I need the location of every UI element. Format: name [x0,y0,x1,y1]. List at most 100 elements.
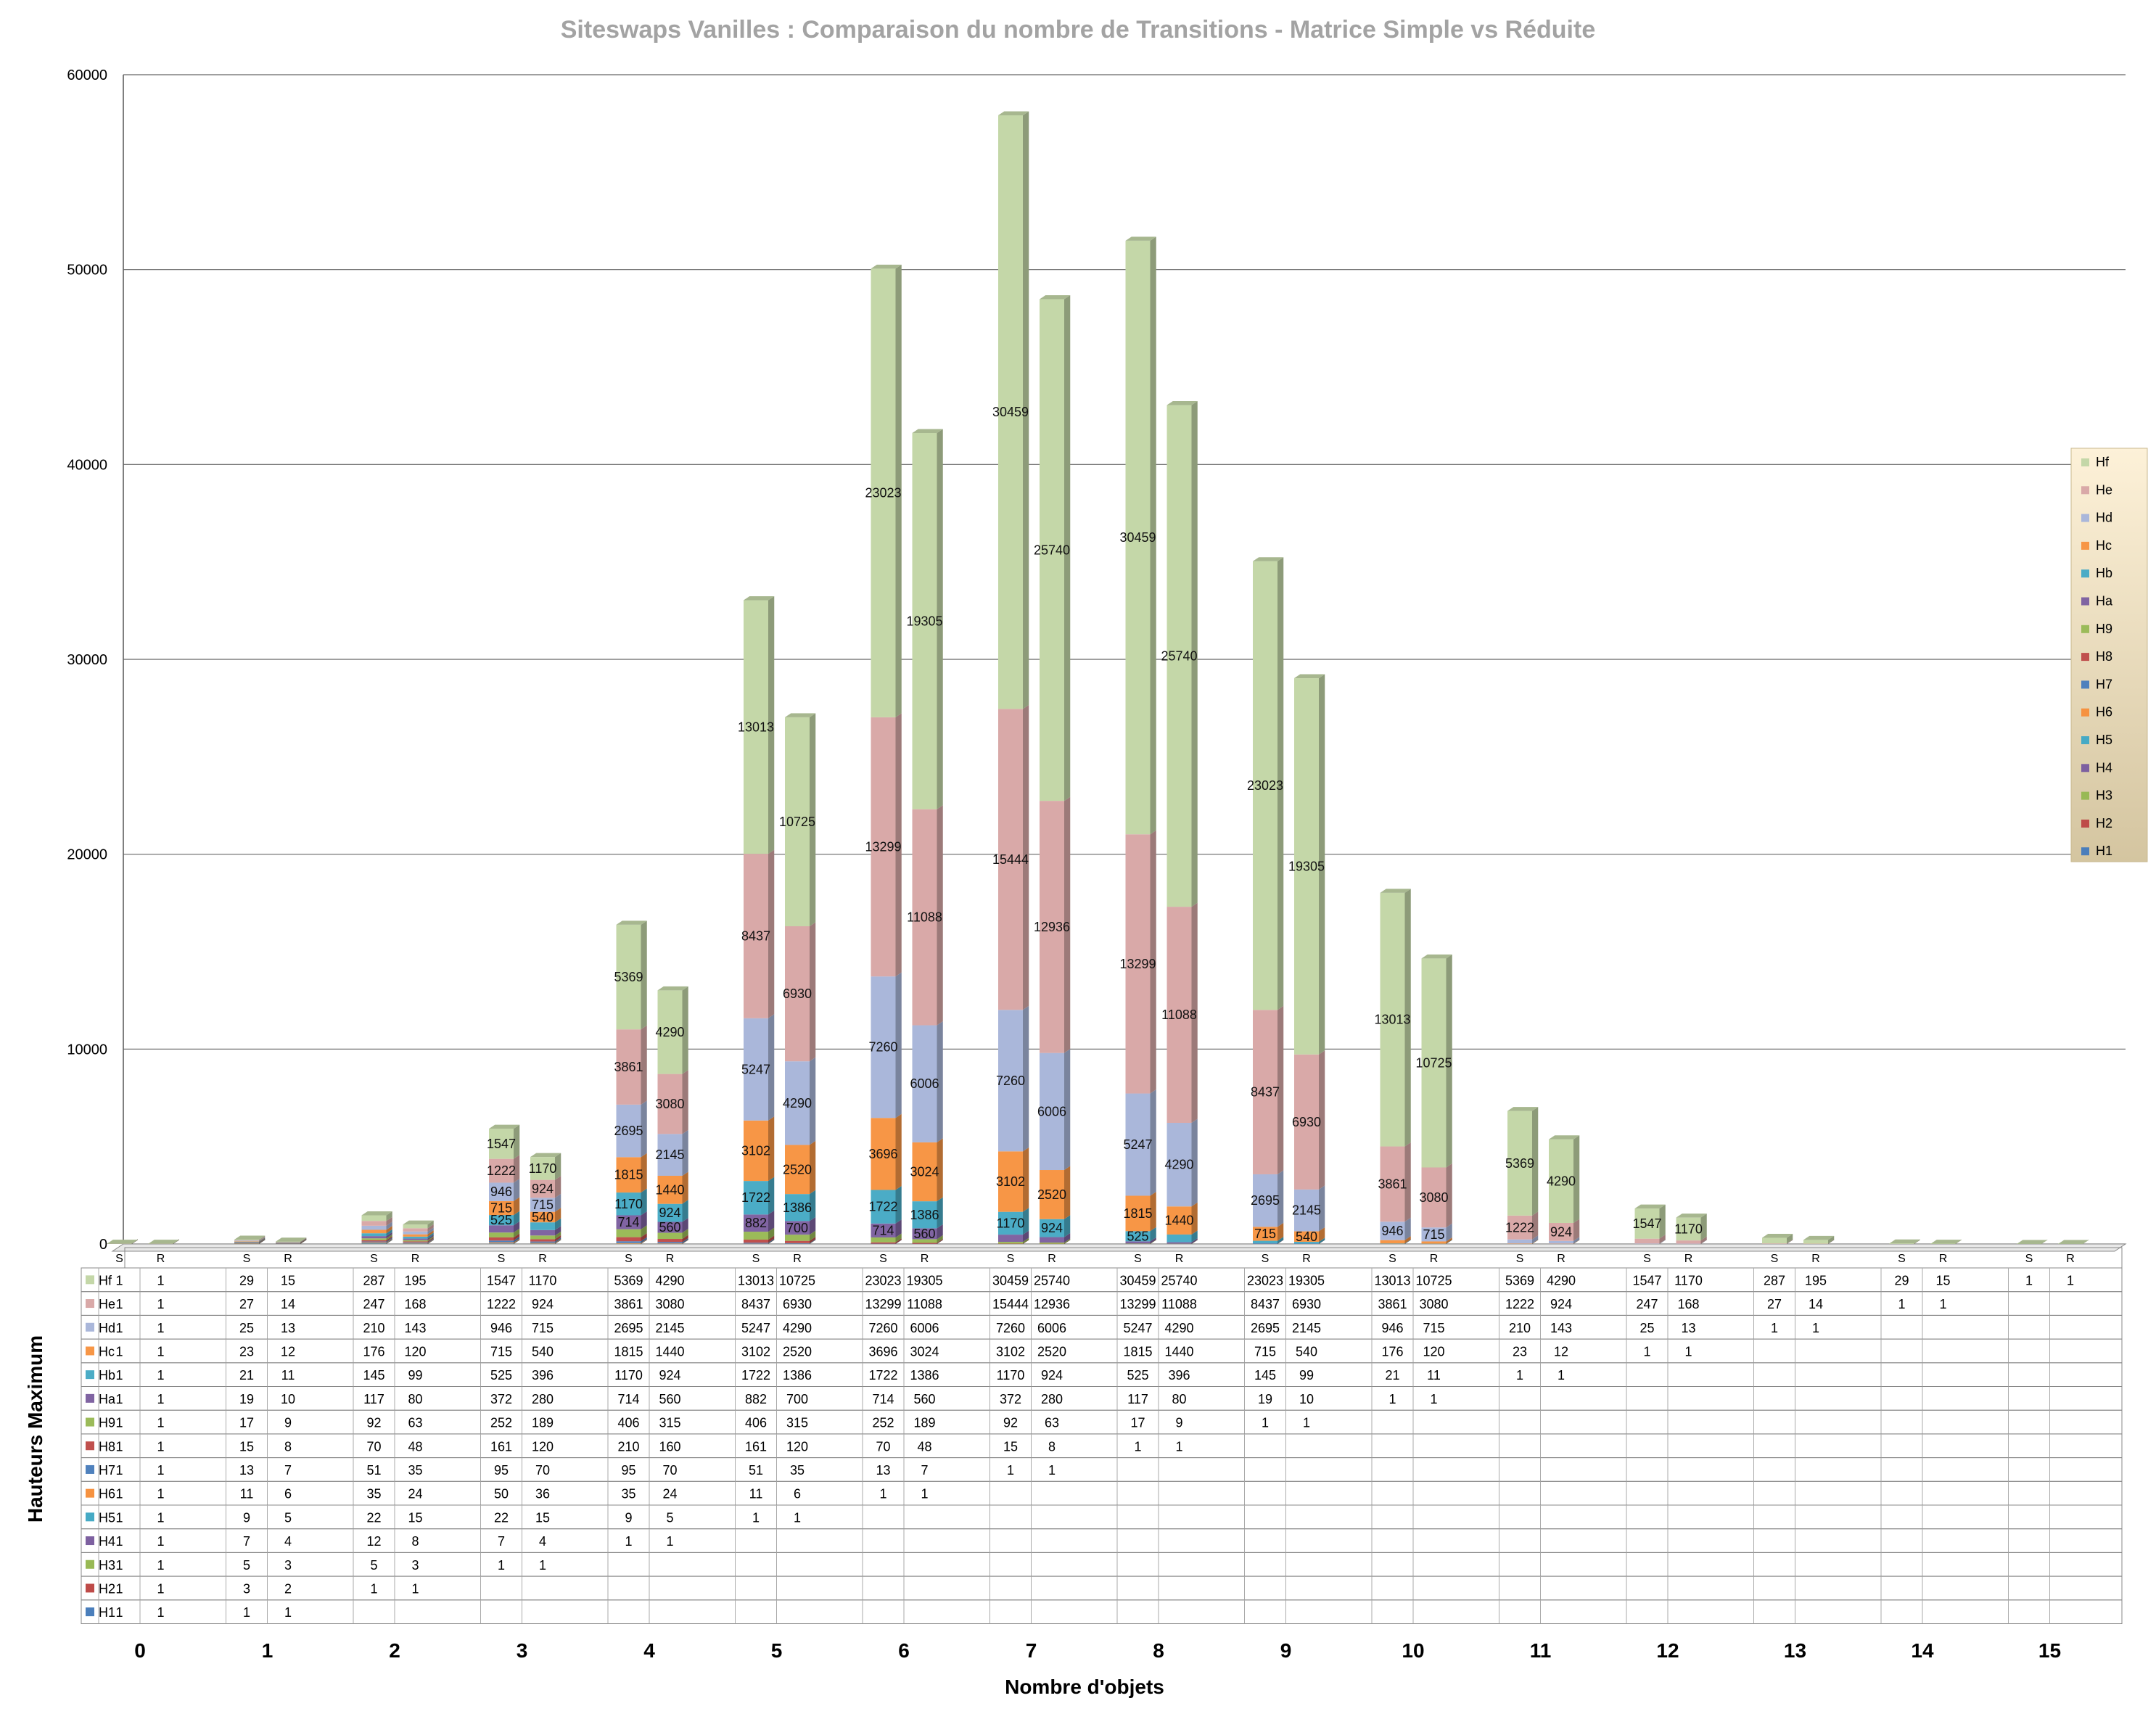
table-cell: 1 [115,1416,123,1430]
row-header: Hd [99,1321,115,1335]
table-cell: 117 [363,1392,384,1406]
table-cell: 924 [659,1368,680,1383]
bar-segment [657,1074,683,1134]
table-cell: 8437 [741,1297,770,1311]
bar-segment-side [1277,1222,1284,1241]
table-cell: 1 [115,1344,123,1359]
bar-segment [871,1242,896,1244]
table-cell: 8 [284,1439,292,1454]
bar-stack [276,1237,307,1244]
table-cell: 12936 [1034,1297,1070,1311]
bar-segment-side [768,849,775,1018]
table-cell: 27 [239,1297,254,1311]
table-cell: 29 [239,1273,254,1287]
table-cell: 2695 [1251,1321,1280,1335]
bar-segment [744,1018,768,1121]
x-axis-title: Nombre d'objets [1005,1676,1164,1698]
table-cell: 11 [749,1487,763,1501]
bar-segment [1040,1219,1064,1237]
bar-segment-side [810,713,816,926]
bar-segment [1125,834,1151,1094]
bar-segment [1125,1195,1151,1232]
sub-label: R [284,1253,292,1265]
table-cell: 1170 [997,1368,1025,1383]
bar-top [1380,889,1411,893]
bar-segment-side [514,1238,520,1244]
table-cell: 5369 [1505,1273,1534,1287]
table-cell: 168 [1677,1297,1699,1311]
bar-segment-side [641,1233,647,1242]
bar-segment [744,1181,768,1215]
bar-segment-side [895,1233,902,1243]
table-cell: 1815 [1123,1344,1152,1359]
table-cell: 10725 [1415,1273,1452,1287]
data-label: 10725 [1415,1055,1452,1070]
table-cell: 247 [363,1297,384,1311]
table-cell: 525 [1127,1368,1148,1383]
data-label: 1547 [487,1137,516,1151]
legend-label: H6 [2096,705,2112,720]
bar-stack [1167,401,1198,1244]
table-cell: 540 [1296,1344,1317,1359]
table-cell: 1 [1262,1416,1269,1430]
bar-segment [657,1239,683,1243]
table-cell: 35 [408,1463,422,1478]
bar-segment-side [1191,1230,1198,1243]
bar-segment-side [386,1221,392,1230]
bar-segment [998,1243,1023,1244]
data-label: 4290 [1164,1158,1193,1172]
bar-segment [1040,1170,1064,1219]
bar-segment-side [682,1218,688,1233]
table-cell: 1 [2025,1273,2033,1287]
table-cell: 1222 [1505,1297,1534,1311]
x-tick-label: 0 [134,1639,146,1662]
bar-segment [657,1243,683,1244]
table-cell: 17 [239,1416,254,1430]
table-cell: 19 [239,1392,254,1406]
bar-segment [657,1203,683,1222]
x-tick-label: 7 [1026,1639,1037,1662]
bar-segment [234,1242,259,1243]
data-label: 12936 [1034,920,1070,934]
bar-segment [785,1145,810,1195]
bar-segment [361,1215,387,1221]
bar-segment [1762,1237,1787,1244]
table-cell: 1 [157,1416,164,1430]
bar-segment [403,1243,428,1244]
bar-stack [744,596,775,1244]
table-cell: 715 [1423,1321,1444,1335]
bar-segment-side [682,1129,688,1176]
table-cell: 1 [411,1581,419,1596]
bar-stack [1889,1239,1920,1244]
bar-segment [998,1211,1023,1235]
table-cell: 1 [1388,1392,1396,1406]
sub-label: S [625,1253,633,1265]
legend-swatch [2081,680,2089,689]
bar-segment-side [555,1237,561,1243]
row-header: H6 [99,1487,115,1501]
bar-stack [912,429,943,1244]
table-cell: 560 [913,1392,935,1406]
bar-segment-side [810,1237,816,1243]
data-label: 1722 [868,1200,897,1214]
bar-segment [1889,1243,1914,1244]
x-tick-label: 14 [1911,1639,1934,1662]
bar-segment [1803,1243,1828,1244]
table-cell: 3102 [996,1344,1025,1359]
bar-segment-side [937,1021,943,1142]
bar-top [2017,1240,2048,1244]
data-label: 3696 [868,1147,897,1161]
bar-segment-side [641,1188,647,1216]
bar-segment-side [555,1231,561,1240]
bar-segment [871,1237,896,1243]
bar-segment-side [386,1239,392,1244]
table-cell: 3 [411,1558,419,1573]
bar-segment [530,1243,555,1244]
table-cell: 15 [281,1273,295,1287]
table-cell: 24 [662,1487,677,1501]
bar-top [785,713,816,717]
table-cell: 3080 [655,1297,684,1311]
table-cell: 1 [157,1273,164,1287]
bar-segment [616,1215,641,1229]
table-cell: 95 [621,1463,635,1478]
